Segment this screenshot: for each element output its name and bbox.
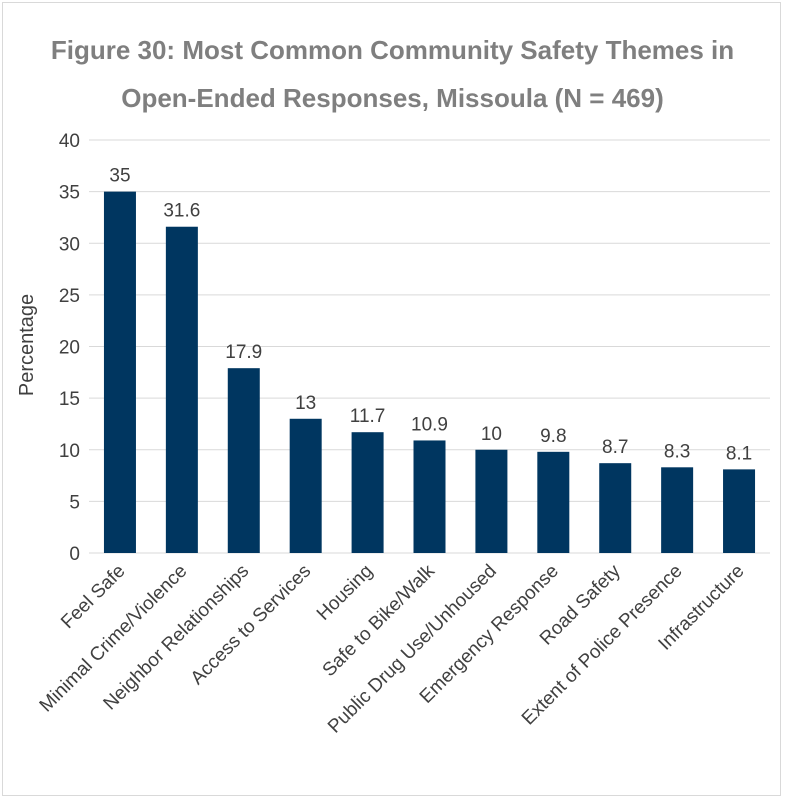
data-label: 11.7 xyxy=(350,406,386,427)
bar xyxy=(537,451,570,553)
y-tick-label: 10 xyxy=(59,441,80,462)
y-tick-label: 35 xyxy=(59,183,80,204)
data-label: 10 xyxy=(481,424,502,445)
y-tick-label: 0 xyxy=(69,544,80,565)
bar xyxy=(289,418,322,553)
bar xyxy=(227,368,260,553)
data-label: 17.9 xyxy=(225,342,262,363)
y-tick-label: 40 xyxy=(59,131,80,152)
data-label: 31.6 xyxy=(163,201,200,222)
bar xyxy=(165,226,198,554)
y-axis-title: Percentage xyxy=(16,294,38,396)
category-label: Safe to Bike/Walk xyxy=(319,560,440,681)
data-label: 10.9 xyxy=(411,414,448,435)
y-tick-label: 15 xyxy=(59,389,80,410)
y-tick-label: 20 xyxy=(59,338,80,359)
chart-title-line-1: Figure 30: Most Common Community Safety … xyxy=(50,35,735,65)
bar xyxy=(475,449,508,553)
data-label: 35 xyxy=(109,166,130,187)
data-label: 8.1 xyxy=(726,443,752,464)
bar xyxy=(599,463,632,553)
bar xyxy=(351,432,384,553)
category-label: Housing xyxy=(313,561,377,625)
data-labels: 35 31.6 17.9 13 11.7 10.9 10 9.8 8.7 8.3 8.1 xyxy=(109,166,752,465)
bars xyxy=(103,191,756,554)
data-label: 13 xyxy=(295,393,316,414)
y-tick-label: 30 xyxy=(59,234,80,255)
data-label: 8.7 xyxy=(602,437,628,458)
bar xyxy=(413,440,446,553)
bar xyxy=(661,467,694,553)
bar xyxy=(103,191,136,553)
category-label: Access to Services xyxy=(187,561,315,689)
bar xyxy=(723,469,756,553)
data-label: 9.8 xyxy=(540,426,566,447)
y-tick-label: 5 xyxy=(69,492,80,513)
y-axis-ticks: 0 5 10 15 20 25 30 35 40 xyxy=(59,131,80,565)
chart-title: Figure 30: Most Common Community Safety … xyxy=(0,26,785,122)
y-tick-label: 25 xyxy=(59,286,80,307)
data-label: 8.3 xyxy=(664,441,690,462)
chart-title-line-2: Open-Ended Responses, Missoula (N = 469) xyxy=(121,83,664,113)
